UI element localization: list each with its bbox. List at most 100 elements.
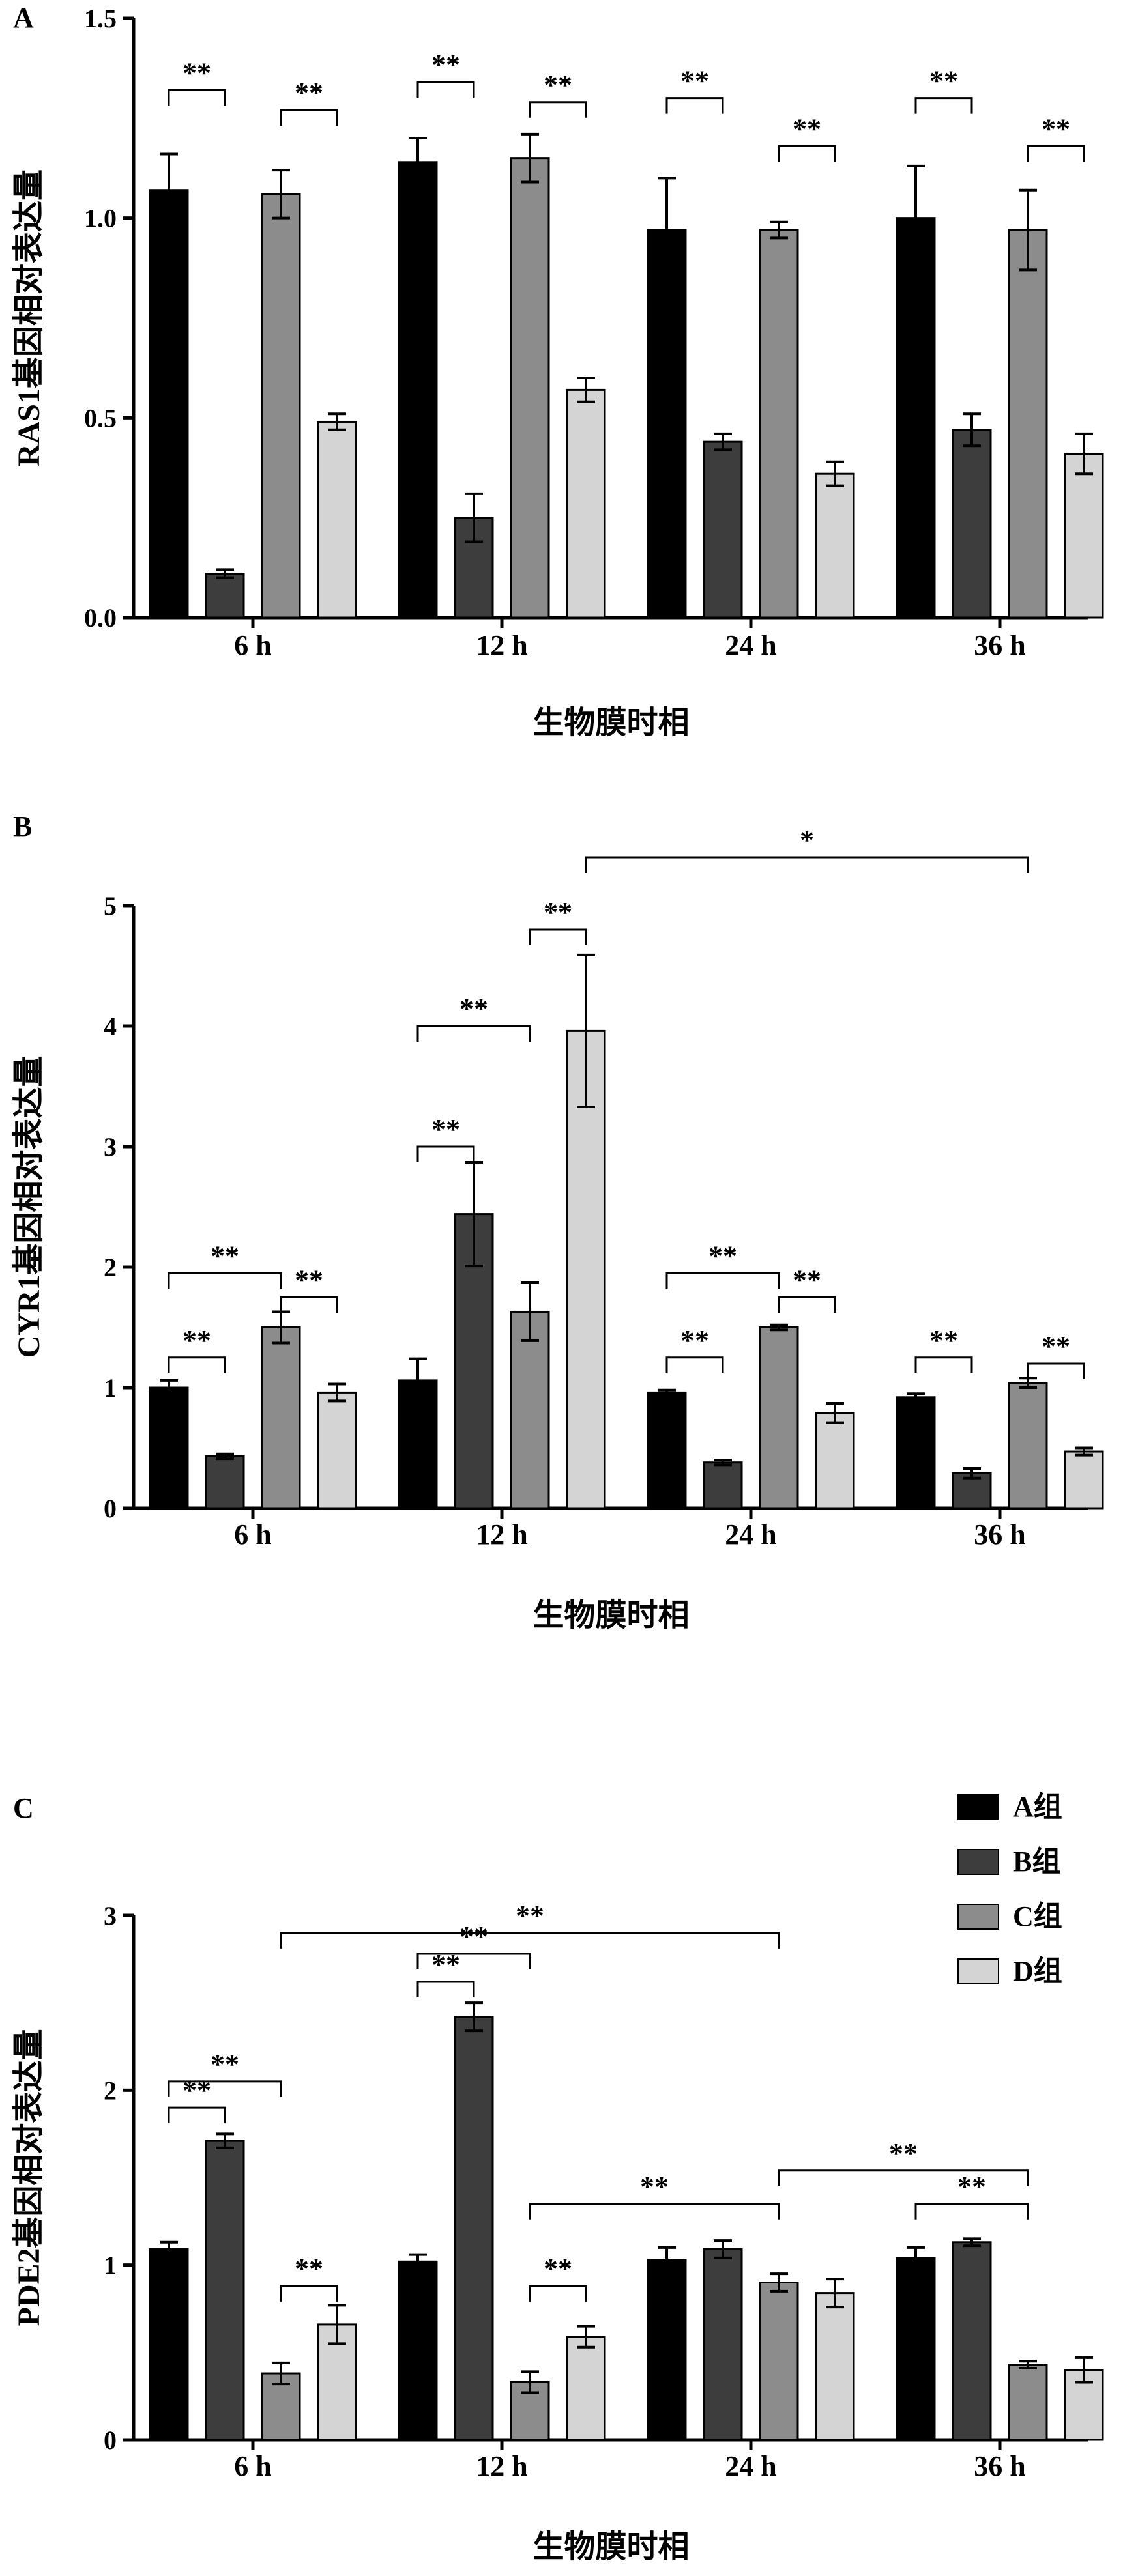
legend-swatch: [957, 1904, 999, 1930]
significance-label: **: [211, 1240, 239, 1272]
bar: [647, 2259, 687, 2441]
significance-bracket: [1027, 145, 1085, 162]
significance-label: **: [544, 896, 572, 928]
bar: [703, 1461, 743, 1510]
panel-letter-a: A: [13, 2, 34, 34]
bar: [647, 1391, 687, 1510]
bar: [1008, 229, 1048, 619]
significance-label: **: [929, 65, 958, 97]
significance-label: **: [680, 1324, 709, 1356]
y-tick-label: 4: [104, 1012, 117, 1041]
significance-label: **: [460, 993, 488, 1025]
bar: [1064, 1450, 1104, 1510]
bar: [896, 1396, 936, 1510]
bar: [815, 2292, 855, 2441]
significance-bracket: [280, 109, 338, 126]
significance-label: **: [182, 57, 211, 89]
legend-label: D组: [1013, 1955, 1062, 1987]
bar: [566, 388, 606, 619]
significance-bracket: [585, 856, 1029, 873]
significance-label: **: [295, 77, 323, 109]
bar: [261, 1326, 301, 1510]
bar: [398, 2260, 438, 2441]
bar: [703, 440, 743, 619]
y-axis-title: CYR1基因相对表达量: [12, 1056, 46, 1358]
y-tick-label: 5: [104, 891, 117, 921]
significance-label: **: [1042, 113, 1070, 145]
bar: [759, 1326, 799, 1510]
x-tick-label: 6 h: [234, 2450, 271, 2482]
significance-label: **: [211, 2048, 239, 2080]
x-axis-title: 生物膜时相: [533, 2530, 689, 2564]
bar: [261, 193, 301, 619]
significance-bracket: [1027, 1362, 1085, 1379]
x-tick-label: 36 h: [974, 629, 1025, 661]
significance-bracket: [280, 1296, 338, 1313]
x-tick-label: 36 h: [974, 2450, 1025, 2482]
significance-bracket: [168, 2106, 226, 2124]
y-tick-label: 0: [104, 2426, 117, 2455]
bar: [149, 189, 189, 619]
significance-label: **: [431, 49, 460, 81]
y-axis-title: RAS1基因相对表达量: [12, 169, 46, 466]
bar: [398, 161, 438, 619]
bar: [952, 429, 992, 619]
y-tick-label: 2: [104, 1253, 117, 1282]
significance-bracket: [914, 2203, 1029, 2220]
significance-bracket: [914, 1356, 973, 1373]
legend-label: C组: [1013, 1900, 1062, 1932]
significance-bracket: [168, 1356, 226, 1373]
x-tick-label: 24 h: [725, 2450, 776, 2482]
bar: [317, 1391, 357, 1510]
significance-bracket: [280, 2285, 338, 2302]
x-tick-label: 6 h: [234, 629, 271, 661]
x-tick-label: 6 h: [234, 1519, 271, 1551]
significance-bracket: [778, 1296, 836, 1313]
y-tick-label: 2: [104, 2076, 117, 2105]
significance-bracket: [280, 1932, 780, 1949]
significance-bracket: [416, 1953, 531, 1970]
significance-label: **: [793, 113, 821, 145]
significance-label: **: [182, 2074, 211, 2106]
significance-label: **: [431, 1113, 460, 1145]
significance-label: **: [182, 1324, 211, 1356]
x-tick-label: 12 h: [476, 2450, 527, 2482]
significance-label: **: [516, 1900, 544, 1932]
y-tick-label: 0.5: [84, 403, 117, 433]
y-tick-label: 1.0: [84, 204, 117, 233]
bar: [896, 2257, 936, 2441]
bar: [759, 229, 799, 619]
significance-bracket: [529, 2203, 780, 2220]
significance-bracket: [529, 101, 587, 118]
legend-label: A组: [1013, 1791, 1062, 1823]
significance-label: **: [544, 2253, 572, 2285]
bar: [896, 217, 936, 619]
legend-swatch: [957, 1794, 999, 1820]
y-tick-label: 3: [104, 1901, 117, 1930]
significance-bracket: [529, 2285, 587, 2302]
significance-label: **: [640, 2171, 669, 2203]
significance-bracket: [778, 145, 836, 162]
significance-bracket: [665, 1356, 724, 1373]
significance-label: **: [793, 1264, 821, 1296]
significance-label: **: [544, 69, 572, 101]
bar: [205, 1455, 245, 1510]
y-axis-title: PDE2基因相对表达量: [12, 2029, 46, 2326]
bar: [205, 573, 245, 619]
significance-bracket: [914, 97, 973, 114]
significance-label: **: [295, 1264, 323, 1296]
significance-bracket: [416, 81, 475, 98]
bar: [952, 2241, 992, 2441]
significance-label: **: [1042, 1330, 1070, 1362]
significance-bracket: [168, 2080, 282, 2097]
bar: [205, 2140, 245, 2441]
significance-bracket: [416, 1981, 475, 1997]
x-tick-label: 36 h: [974, 1519, 1025, 1551]
bar: [815, 1412, 855, 1510]
x-axis-title: 生物膜时相: [533, 706, 689, 740]
significance-bracket: [416, 1025, 531, 1042]
significance-bracket: [168, 89, 226, 106]
significance-label: **: [295, 2253, 323, 2285]
bar: [1008, 2364, 1048, 2441]
